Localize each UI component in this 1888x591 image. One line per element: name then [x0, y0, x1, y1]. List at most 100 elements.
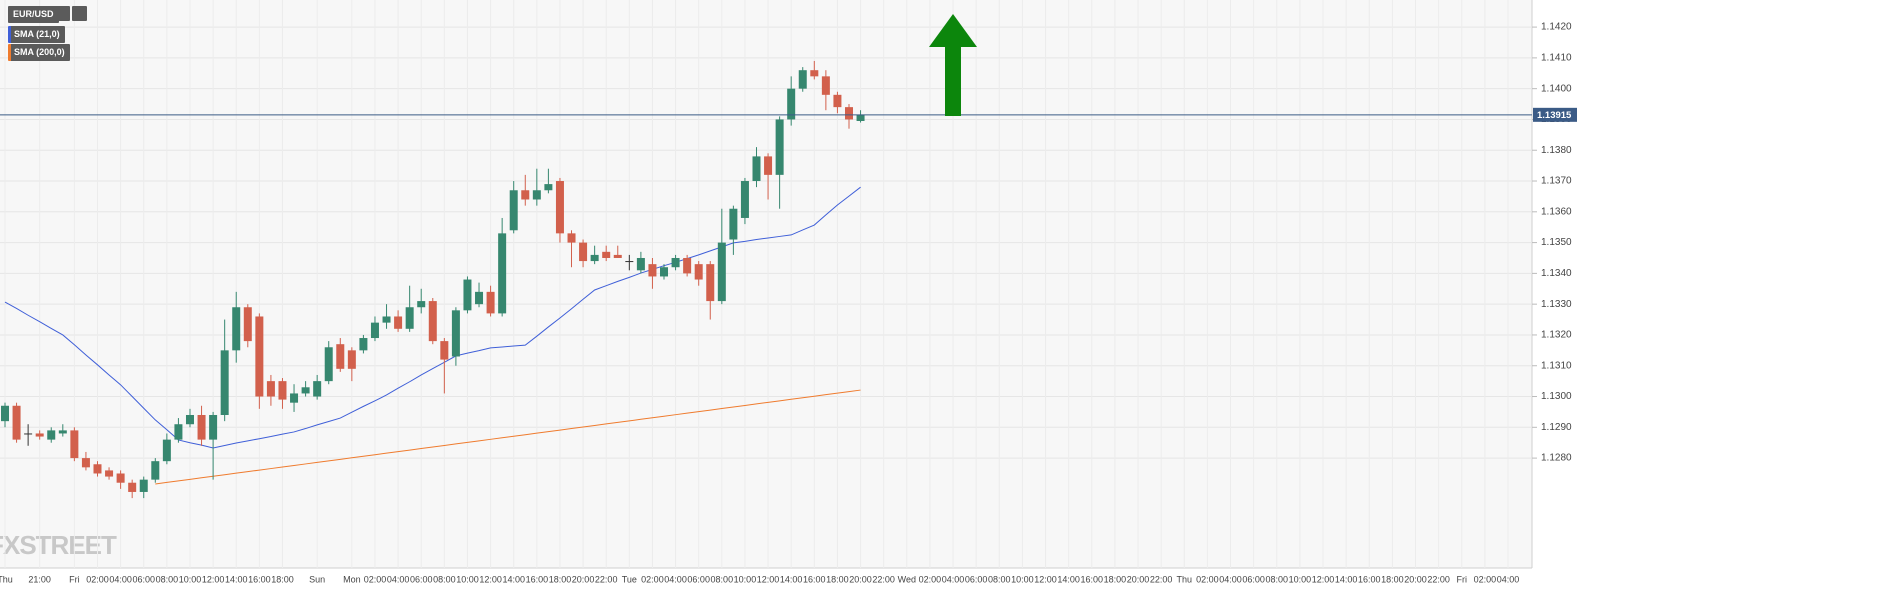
candle-body — [24, 433, 33, 435]
candle-body — [255, 316, 264, 397]
x-tick-label: 12:00 — [479, 574, 502, 584]
candle-body — [648, 264, 657, 277]
x-tick-label: 12:00 — [1034, 574, 1057, 584]
candle-body — [775, 119, 784, 175]
candle-body — [197, 414, 206, 440]
candle-body — [35, 433, 44, 437]
x-tick-label: 12:00 — [757, 574, 780, 584]
candle-body — [671, 257, 680, 268]
candle-body — [567, 233, 576, 243]
x-tick-label: 04:00 — [1497, 574, 1520, 584]
x-tick-label: Tue — [622, 574, 637, 584]
calendar-button[interactable] — [72, 6, 87, 21]
candle-body — [579, 242, 588, 262]
x-tick-label: 04:00 — [387, 574, 410, 584]
candle-body — [498, 233, 507, 314]
candle-body — [532, 190, 541, 200]
x-tick-label: 06:00 — [965, 574, 988, 584]
y-tick-label: 1.1360 — [1541, 206, 1572, 217]
candle-body — [428, 301, 437, 342]
candle-body — [509, 190, 518, 231]
last-price-label: 1.13915 — [1537, 110, 1572, 121]
x-tick-label: Fri — [1457, 574, 1468, 584]
labels: 1.1280 1.1290 1.1300 1.1310 1.1320 1.1330 1.13… — [0, 22, 1577, 584]
candle-body — [602, 251, 611, 258]
candle-body — [266, 381, 275, 397]
candle-body — [290, 393, 299, 403]
last-price-box — [1533, 107, 1577, 122]
candle-body — [521, 190, 530, 200]
candle-body — [12, 405, 21, 440]
x-tick-label: 16:00 — [1358, 574, 1381, 584]
y-tick-label: 1.1310 — [1541, 360, 1572, 371]
x-tick-label: 08:00 — [988, 574, 1011, 584]
candle-body — [47, 430, 56, 440]
candle-body — [151, 461, 160, 480]
y-tick-label: 1.1300 — [1541, 391, 1572, 402]
x-tick-label: 16:00 — [526, 574, 549, 584]
candle-body — [185, 414, 194, 425]
candle-body — [660, 267, 669, 277]
grid — [0, 0, 1537, 568]
x-tick-label: 08:00 — [433, 574, 456, 584]
x-tick-label: 08:00 — [156, 574, 179, 584]
x-tick-label: 02:00 — [86, 574, 109, 584]
sma-line — [155, 389, 861, 485]
x-tick-label: 14:00 — [1057, 574, 1080, 584]
y-tick-label: 1.1400 — [1541, 83, 1572, 94]
candle-body — [544, 184, 553, 191]
candle-body — [764, 156, 773, 175]
y-tick-label: 1.1320 — [1541, 330, 1572, 341]
x-tick-label: 18:00 — [549, 574, 572, 584]
x-tick-label: 08:00 — [711, 574, 734, 584]
x-tick-label: 16:00 — [248, 574, 271, 584]
x-tick-label: 22:00 — [1150, 574, 1173, 584]
refresh-button[interactable] — [55, 6, 70, 21]
x-tick-label: Sun — [309, 574, 325, 584]
candle-body — [844, 107, 853, 120]
candle-body — [555, 181, 564, 234]
x-tick-label: 22:00 — [595, 574, 618, 584]
x-tick-label: 12:00 — [1312, 574, 1335, 584]
candle-body — [139, 479, 148, 492]
x-tick-label: 14:00 — [780, 574, 803, 584]
legend-entry[interactable]: SMA (21,0) — [8, 26, 65, 43]
candle-body — [636, 257, 645, 271]
arrow-shaft — [945, 46, 961, 116]
y-tick-label: 1.1370 — [1541, 176, 1572, 187]
candle-body — [717, 242, 726, 302]
x-tick-label: 18:00 — [826, 574, 849, 584]
candle-body — [174, 424, 183, 440]
y-tick-label: 1.1290 — [1541, 422, 1572, 433]
candle-body — [821, 76, 830, 95]
candle-body — [93, 464, 102, 474]
candle-body — [706, 264, 715, 302]
symbol-legend[interactable]: EUR/USD — [8, 6, 59, 23]
candle-body — [382, 316, 391, 323]
candle-body — [694, 264, 703, 280]
x-tick-label: 04:00 — [664, 574, 687, 584]
x-tick-label: 20:00 — [1404, 574, 1427, 584]
x-tick-label: 06:00 — [687, 574, 710, 584]
x-tick-label: 04:00 — [109, 574, 132, 584]
candle-body — [440, 341, 449, 360]
x-tick-label: Fri — [69, 574, 80, 584]
x-tick-label: 18:00 — [1381, 574, 1404, 584]
candle-body — [613, 254, 622, 258]
candle-body — [740, 181, 749, 218]
x-tick-label: 14:00 — [225, 574, 248, 584]
x-tick-label: 08:00 — [1266, 574, 1289, 584]
x-tick-label: 22:00 — [872, 574, 895, 584]
x-tick-label: 10:00 — [1289, 574, 1312, 584]
candle-body — [81, 458, 90, 468]
candle-body — [798, 70, 807, 89]
y-tick-label: 1.1350 — [1541, 237, 1572, 248]
candle-body — [833, 94, 842, 108]
x-tick-label: 04:00 — [1219, 574, 1242, 584]
candle-body — [590, 254, 599, 262]
legend-entry[interactable]: SMA (200,0) — [8, 44, 70, 61]
candle-body — [347, 350, 356, 369]
candle-body — [243, 307, 252, 342]
candle-body — [810, 70, 819, 77]
